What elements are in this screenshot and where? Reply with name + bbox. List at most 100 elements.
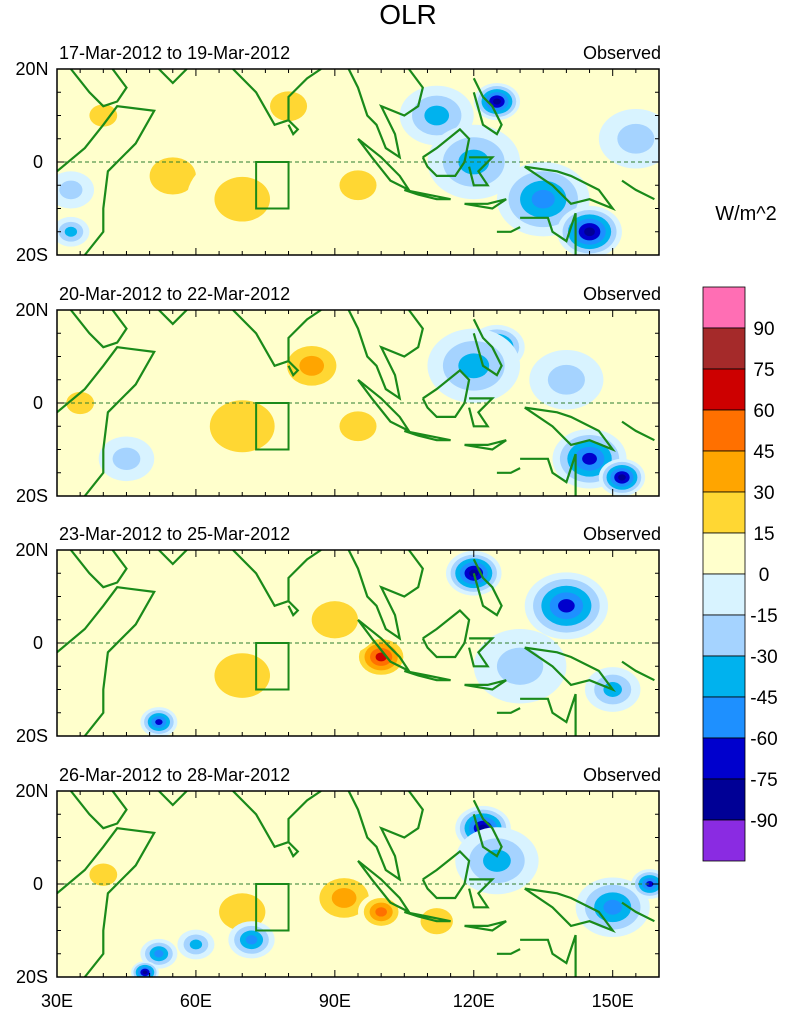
anomaly-contour [483, 849, 511, 872]
coastline [621, 901, 655, 923]
y-tick-label: 20S [16, 486, 48, 506]
x-tick-label: 60E [180, 991, 212, 1011]
coastline [496, 948, 521, 955]
anomaly-contour [339, 411, 377, 442]
anomaly-contour [219, 893, 266, 931]
y-tick-label: 0 [33, 393, 43, 413]
panel-4-plot: 20N 0 20S [15, 781, 660, 987]
colorbar: 90 75 60 45 30 15 0 -15 -30 -45 -60 -75 -90 [702, 286, 778, 862]
index-box [255, 161, 290, 210]
figure-title: OLR [379, 0, 437, 30]
coastline [496, 707, 521, 714]
coastline [524, 887, 616, 933]
anomaly-contour [496, 647, 544, 685]
coastline [158, 69, 188, 85]
colorbar-swatch [702, 450, 746, 493]
colorbar-label: 75 [753, 360, 774, 381]
coastline [287, 841, 300, 858]
coastline [70, 69, 128, 108]
colorbar-swatch [702, 819, 746, 862]
panel-4-label: Observed [583, 765, 661, 785]
coastline [403, 910, 451, 923]
colorbar-swatch [702, 737, 746, 780]
coastline [472, 799, 503, 858]
coastline [524, 165, 616, 211]
anomaly-contour [493, 98, 501, 105]
coastline [347, 69, 424, 160]
y-tick-label: 20N [15, 59, 48, 79]
anomaly-contour [59, 180, 83, 200]
x-tick-label: 150E [592, 991, 634, 1011]
coastline [403, 429, 451, 442]
coastline [57, 586, 156, 736]
anomaly-contour [582, 452, 597, 465]
anomaly-contour [558, 599, 575, 613]
colorbar-label: -90 [750, 811, 777, 832]
coastline [347, 550, 424, 641]
coastline [403, 188, 451, 201]
anomaly-contour [424, 105, 450, 126]
anomaly-contour [214, 176, 271, 222]
anomaly-contour [245, 935, 258, 945]
colorbar-label: -45 [750, 688, 777, 709]
anomaly-contour [155, 719, 163, 726]
colorbar-units: W/m^2 [715, 203, 777, 225]
anomaly-contour [603, 899, 622, 915]
olr-field [57, 791, 659, 977]
coastline [287, 119, 300, 136]
colorbar-label: 60 [753, 401, 774, 422]
anomaly-contour [149, 157, 196, 195]
y-tick-label: 20N [15, 540, 48, 560]
anomaly-contour [112, 447, 141, 470]
anomaly-contour [142, 970, 148, 975]
colorbar-label: -75 [750, 770, 777, 791]
colorbar-label: 0 [759, 565, 770, 586]
y-tick-label: 20N [15, 781, 48, 801]
coastline [621, 660, 655, 682]
coastline [57, 105, 156, 255]
anomaly-contour [311, 601, 358, 639]
index-box [255, 402, 290, 451]
coastline [464, 198, 507, 210]
anomaly-contour [617, 123, 655, 154]
anomaly-contour [89, 104, 118, 127]
colorbar-label: -30 [750, 647, 777, 668]
panel-1-period: 17-Mar-2012 to 19-Mar-2012 [59, 43, 290, 63]
anomaly-contour [469, 569, 479, 577]
anomaly-contour [618, 474, 626, 481]
coastline [468, 397, 495, 428]
panel-1-plot: 20N 0 20S [15, 59, 660, 265]
panel-3: 23-Mar-2012 to 25-Mar-2012 Observed 20N 0… [15, 524, 661, 746]
panel-2-label: Observed [583, 284, 661, 304]
olr-field [57, 69, 659, 255]
y-tick-label: 20S [16, 967, 48, 987]
anomaly-contour [299, 355, 325, 376]
coastline [57, 346, 156, 496]
coastline [472, 77, 503, 136]
coastline [520, 934, 577, 977]
panel-3-plot: 20N 0 20S [15, 540, 660, 746]
colorbar-swatch [702, 573, 746, 616]
colorbar-label: 30 [753, 483, 774, 504]
anomaly-contour [584, 227, 595, 237]
y-tick-label: 20S [16, 245, 48, 265]
colorbar-swatch [702, 696, 746, 739]
anomaly-contour [89, 863, 118, 886]
coastline [347, 791, 424, 882]
coastline [472, 318, 503, 377]
anomaly-contour [64, 226, 78, 237]
colorbar-label: -15 [750, 606, 777, 627]
coastline [621, 420, 655, 442]
panel-2: 20-Mar-2012 to 22-Mar-2012 Observed 20N 0… [15, 284, 661, 506]
panel-2-plot: 20N 0 20S [15, 300, 660, 506]
colorbar-swatch [702, 778, 746, 821]
x-tick-label: 90E [319, 991, 351, 1011]
panel-3-label: Observed [583, 524, 661, 544]
coastline [287, 600, 300, 617]
x-tick-label: 30E [41, 991, 73, 1011]
coastline [158, 791, 188, 807]
anomaly-contour [646, 881, 654, 887]
index-box [255, 883, 290, 932]
colorbar-swatch [702, 532, 746, 575]
